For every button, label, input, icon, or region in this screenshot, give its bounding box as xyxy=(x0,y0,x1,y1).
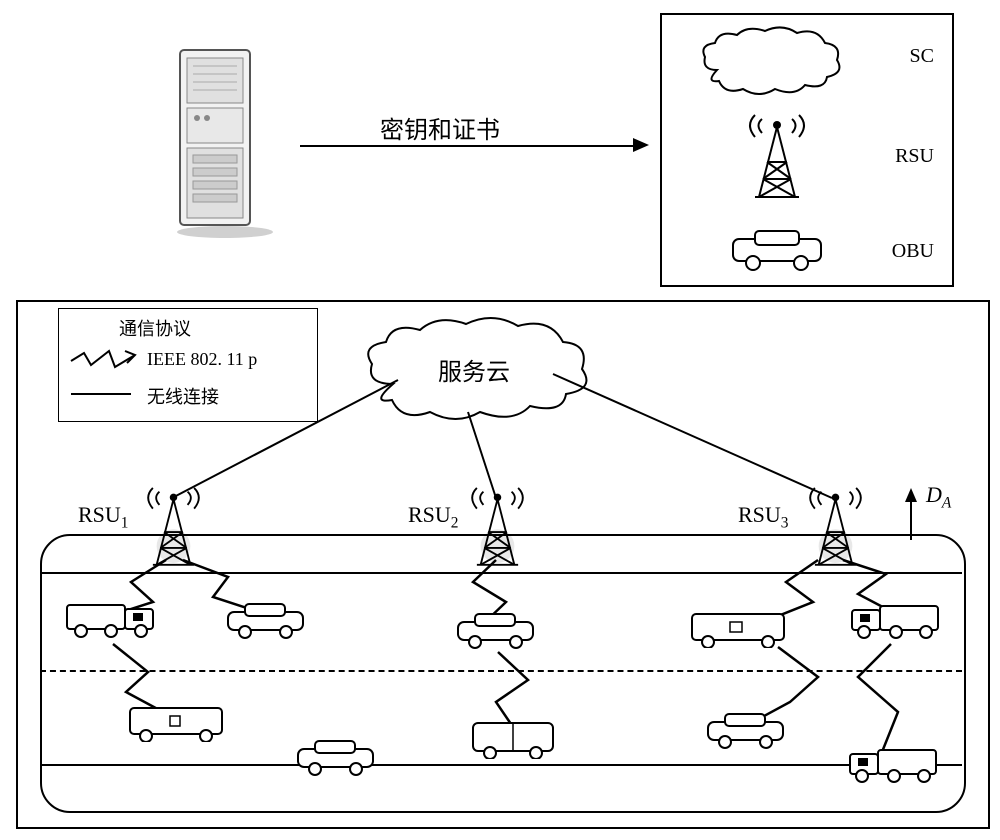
sc-cloud-icon xyxy=(697,25,847,105)
vehicle-5 xyxy=(848,598,943,645)
vehicle-1 xyxy=(63,597,158,644)
vehicle-8 xyxy=(468,717,558,764)
diagram-canvas: 密钥和证书 SC xyxy=(10,10,990,830)
key-cert-arrow-head xyxy=(633,138,649,152)
rsu-tower-icon xyxy=(737,107,817,207)
key-cert-arrow xyxy=(300,145,635,147)
obu-label: OBU xyxy=(892,240,934,263)
obu-car-icon xyxy=(727,225,827,278)
rsu-label: RSU xyxy=(895,145,934,168)
vehicle-3 xyxy=(453,610,538,655)
vehicle-4 xyxy=(688,608,788,653)
sc-label: SC xyxy=(910,45,934,68)
vehicle-2 xyxy=(223,600,308,645)
arrow-label: 密钥和证书 xyxy=(380,110,500,145)
vehicle-7 xyxy=(293,737,378,782)
vehicle-6 xyxy=(126,702,226,747)
vehicle-9 xyxy=(703,710,788,755)
vehicle-10 xyxy=(846,742,941,789)
server-icon xyxy=(155,40,275,245)
legend-box: SC RSU xyxy=(660,13,954,287)
main-diagram-box: 通信协议 IEEE 802. 11 p 无线连接 服务云 xyxy=(16,300,990,829)
